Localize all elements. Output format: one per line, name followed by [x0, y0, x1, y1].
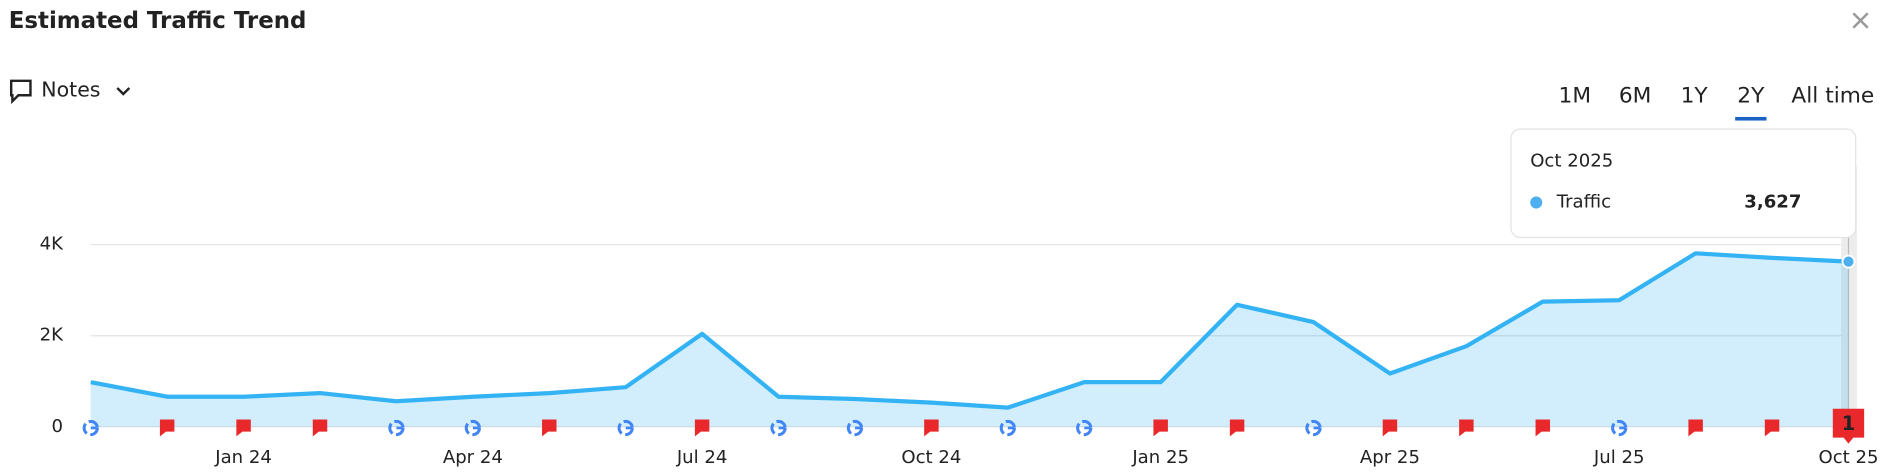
- line: [90, 251, 1849, 410]
- google-update-marker[interactable]: [1305, 419, 1322, 437]
- x-tick-label: Jul 24: [676, 447, 728, 468]
- period-button[interactable]: 1Y: [1681, 83, 1709, 108]
- note-marker[interactable]: [312, 419, 328, 437]
- period-button[interactable]: 1M: [1559, 83, 1592, 108]
- period-button[interactable]: 6M: [1619, 83, 1652, 108]
- hover-dot: [1841, 254, 1856, 269]
- note-marker[interactable]: [1688, 419, 1703, 437]
- x-tick-label: Oct 25: [1818, 447, 1878, 468]
- note-marker[interactable]: [1535, 419, 1551, 437]
- period-button[interactable]: 2Y: [1737, 83, 1765, 108]
- google-update-marker[interactable]: [846, 419, 864, 437]
- tooltip-box: [1510, 128, 1857, 239]
- note-marker[interactable]: [1229, 419, 1245, 437]
- x-tick-label: Jan 25: [1131, 447, 1189, 468]
- x-tick-label: Apr 25: [1360, 447, 1420, 468]
- x-tick-label: Jan 24: [214, 447, 272, 468]
- tooltip-title: Oct 2025: [1530, 151, 1613, 172]
- close-button[interactable]: [1852, 12, 1869, 29]
- google-update-marker[interactable]: [770, 419, 787, 437]
- widget-title: Estimated Traffic Trend: [9, 8, 307, 34]
- notes-toggle[interactable]: Notes: [9, 77, 131, 105]
- x-tick-label: Jul 25: [1593, 447, 1645, 468]
- y-tick-label: 4K: [40, 234, 65, 255]
- note-marker[interactable]: [236, 419, 251, 437]
- x-tick-label: Oct 24: [901, 447, 961, 468]
- badge-count: 1: [1842, 412, 1855, 435]
- plot: 0 2K 4K Jan 24 Apr 24 Jul 24 Oct 24 Jan 25 Apr 2…: [40, 128, 1878, 468]
- note-marker[interactable]: [1153, 419, 1168, 437]
- notes-icon: [9, 79, 32, 105]
- note-marker[interactable]: [1764, 419, 1780, 437]
- y-tick-label: 2K: [40, 325, 65, 346]
- badge-shape: [1832, 408, 1865, 444]
- note-marker[interactable]: [1382, 419, 1398, 437]
- note-marker[interactable]: [1459, 419, 1474, 437]
- note-marker[interactable]: [924, 419, 939, 437]
- tooltip: Oct 2025 Traffic 3,627: [1510, 128, 1857, 239]
- x-tick-label: Apr 24: [443, 447, 503, 468]
- area: [90, 253, 1849, 427]
- google-update-marker[interactable]: [617, 419, 634, 437]
- google-update-marker[interactable]: [464, 419, 481, 437]
- y-tick-label: 0: [51, 416, 63, 437]
- note-marker[interactable]: [694, 419, 710, 437]
- google-update-marker[interactable]: [82, 419, 99, 437]
- google-update-marker[interactable]: [1076, 419, 1093, 437]
- tooltip-series: Traffic: [1556, 192, 1611, 213]
- note-marker[interactable]: [159, 419, 175, 437]
- period-selector: 1M 6M 1Y 2Y All time: [1559, 83, 1874, 121]
- google-update-marker[interactable]: [1611, 419, 1628, 437]
- period-underline: [1735, 116, 1767, 121]
- google-update-marker[interactable]: [388, 419, 405, 437]
- chevron: [116, 87, 131, 96]
- tooltip-dot: [1530, 196, 1543, 209]
- notes-label: Notes: [41, 77, 100, 101]
- note-marker[interactable]: [542, 419, 557, 437]
- period-button[interactable]: All time: [1791, 83, 1874, 108]
- google-update-marker[interactable]: [999, 419, 1016, 437]
- tooltip-value: 3,627: [1744, 192, 1801, 213]
- note-badge[interactable]: 1: [1832, 408, 1865, 444]
